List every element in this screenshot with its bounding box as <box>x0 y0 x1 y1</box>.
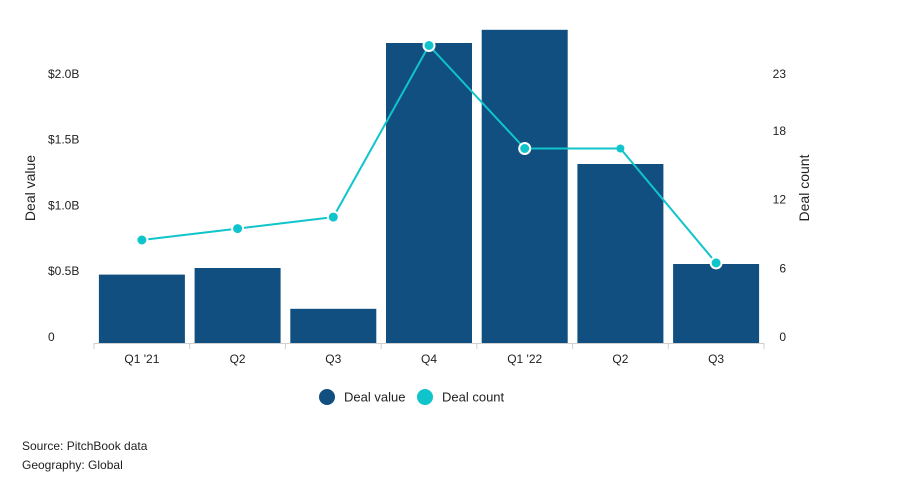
x-tick-label: Q1 '21 <box>124 352 159 366</box>
bar-deal-value-2 <box>290 308 377 343</box>
point-deal-count-6 <box>709 256 723 270</box>
x-tick-label: Q2 <box>612 352 628 366</box>
legend-swatch-deal-count <box>417 389 433 405</box>
x-tick-label: Q3 <box>708 352 724 366</box>
bar-deal-value-6 <box>673 264 760 343</box>
x-tick-labels: Q1 '21 Q2 Q3 Q4 Q1 '22 Q2 Q3 <box>93 343 765 366</box>
legend-label-deal-value: Deal value <box>344 390 405 405</box>
bar-deal-value-0 <box>98 274 185 343</box>
y-tick-label: $1.0B <box>48 198 79 212</box>
y2-tick-label: 0 <box>779 330 786 344</box>
point-deal-count-0 <box>135 233 149 247</box>
legend-swatch-deal-value <box>319 389 335 405</box>
point-deal-count-4 <box>518 142 532 155</box>
y2-tick-label: 23 <box>773 67 787 81</box>
point-deal-count-3 <box>422 39 436 52</box>
geography-note: Geography: Global <box>22 458 123 472</box>
y-tick-label: $2.0B <box>48 67 79 81</box>
deal-count-points-layer <box>135 39 723 270</box>
y-axis-title: Deal value <box>22 155 38 221</box>
point-deal-count-5 <box>616 144 625 153</box>
y-tick-label: $0.5B <box>48 264 79 278</box>
x-tick-label: Q3 <box>325 352 341 366</box>
y2-axis-title: Deal count <box>796 154 812 221</box>
x-tick-label: Q4 <box>421 352 437 366</box>
x-tick-label: Q2 <box>230 352 246 366</box>
y2-tick-labels: 0 6 12 18 23 <box>773 67 787 344</box>
x-tick-label: Q1 '22 <box>507 352 542 366</box>
legend: Deal value Deal count <box>319 389 505 405</box>
y2-tick-label: 12 <box>773 193 787 207</box>
bar-deal-value-1 <box>194 268 281 343</box>
bars-layer <box>98 29 760 344</box>
point-deal-count-2 <box>326 210 340 224</box>
y-tick-labels: 0 $0.5B $1.0B $1.5B $2.0B <box>48 67 79 344</box>
y2-tick-label: 6 <box>779 261 786 275</box>
point-deal-count-1 <box>231 222 245 236</box>
y-tick-label: 0 <box>48 330 55 344</box>
y-tick-label: $1.5B <box>48 133 79 147</box>
y2-tick-label: 18 <box>773 124 787 138</box>
bar-deal-value-5 <box>577 164 664 343</box>
legend-label-deal-count: Deal count <box>442 390 505 405</box>
bar-deal-value-3 <box>386 43 472 343</box>
bar-deal-value-4 <box>481 29 568 344</box>
source-note: Source: PitchBook data <box>22 439 148 453</box>
